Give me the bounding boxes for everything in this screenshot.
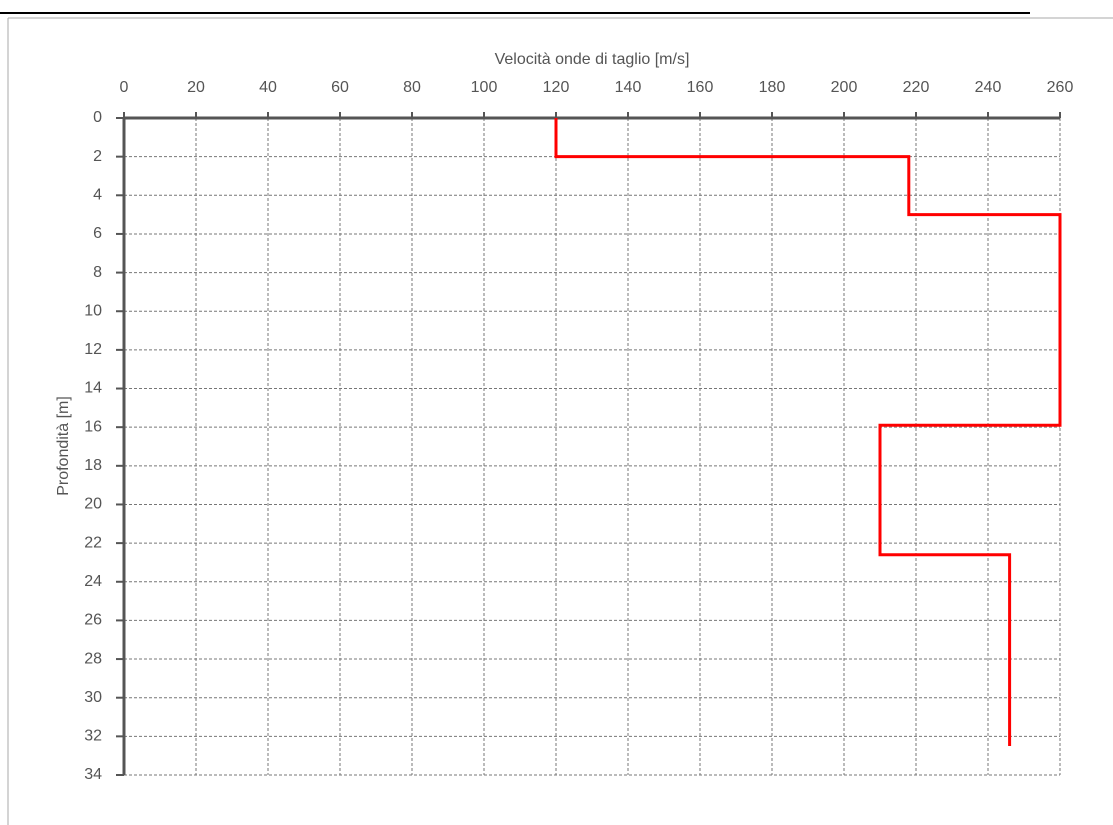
x-tick-label: 60 [331,79,349,96]
y-tick-label: 6 [93,225,102,242]
x-axis-label: Velocità onde di taglio [m/s] [495,51,690,68]
x-tick-label: 40 [259,79,277,96]
y-tick-label: 16 [84,418,102,435]
y-tick-label: 18 [84,457,102,474]
y-tick-label: 20 [84,496,102,513]
x-tick-label: 200 [831,79,858,96]
y-tick-label: 26 [84,612,102,629]
y-tick-label: 14 [84,380,102,397]
y-tick-label: 8 [93,264,102,281]
y-tick-label: 28 [84,650,102,667]
y-tick-label: 22 [84,534,102,551]
profile-line [554,118,1062,747]
x-tick-label: 160 [687,79,714,96]
y-tick-label: 12 [84,341,102,358]
x-tick-label: 180 [759,79,786,96]
y-tick-label: 2 [93,148,102,165]
x-tick-label: 80 [403,79,421,96]
x-tick-label: 140 [615,79,642,96]
y-tick-label: 34 [84,766,102,783]
y-tick-label: 24 [84,573,102,590]
x-tick-label: 0 [120,79,129,96]
x-tick-label: 100 [471,79,498,96]
y-tick-label: 10 [84,302,102,319]
x-tick-label: 20 [187,79,205,96]
y-tick-label: 32 [84,728,102,745]
y-axis-label: Profondità [m] [55,396,72,496]
x-tick-label: 220 [903,79,930,96]
y-tick-label: 30 [84,689,102,706]
y-tick-label: 4 [93,187,102,204]
x-tick-label: 120 [543,79,570,96]
x-tick-label: 240 [975,79,1002,96]
x-tick-label: 260 [1047,79,1074,96]
y-tick-label: 0 [93,109,102,126]
